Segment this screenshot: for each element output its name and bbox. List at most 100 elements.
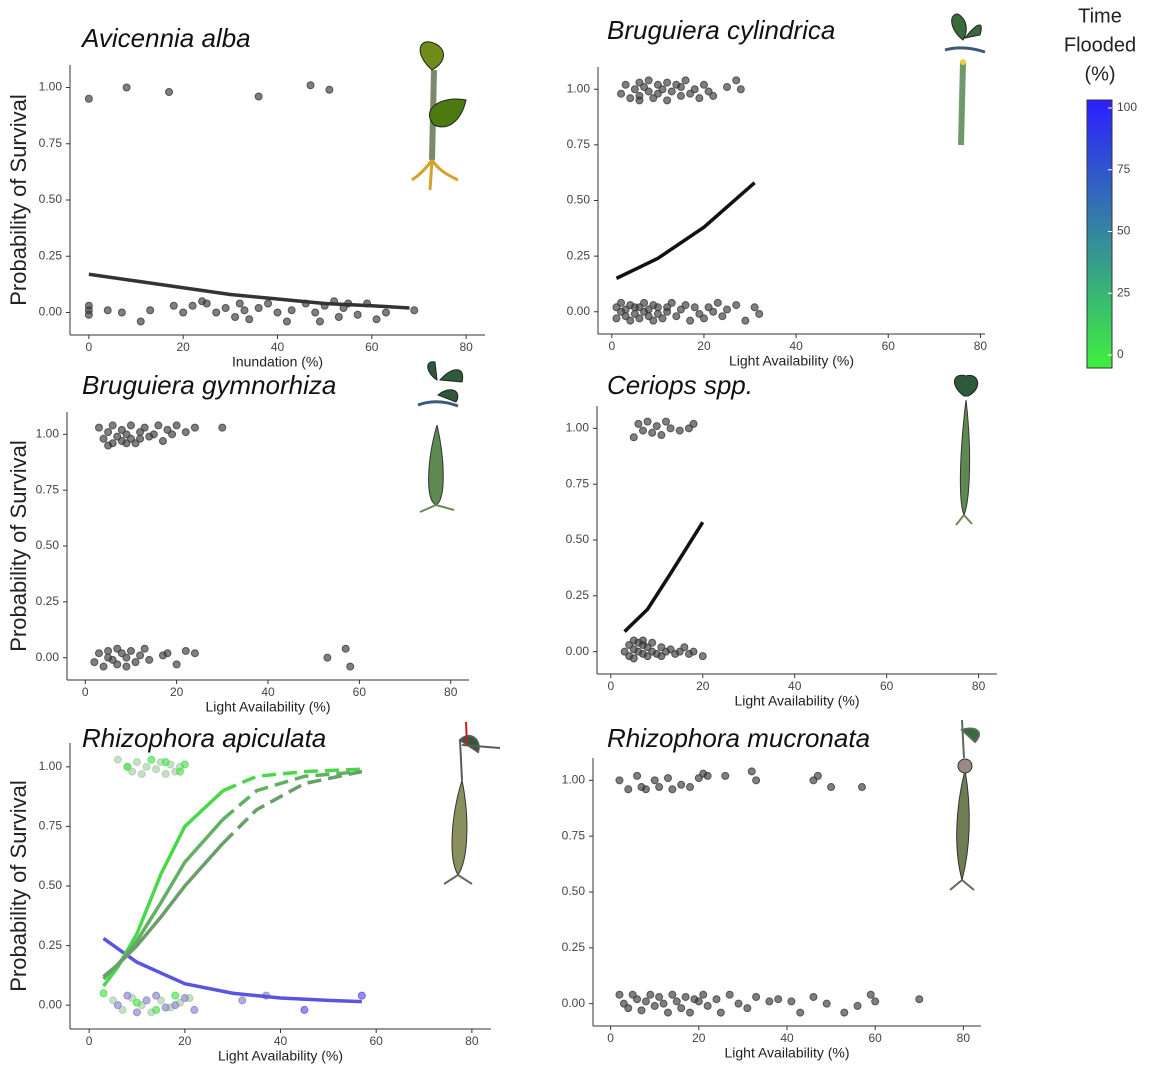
point (123, 991, 132, 1000)
point (626, 316, 635, 325)
point (179, 308, 188, 317)
y-tick-label: 0.25 (566, 588, 590, 602)
point (732, 301, 741, 310)
point (809, 992, 818, 1001)
colorbar-tick-label: 50 (1117, 224, 1131, 238)
point (723, 305, 731, 314)
point (152, 991, 161, 1000)
point (650, 1001, 659, 1010)
point (273, 308, 282, 317)
plant-icon (949, 719, 980, 891)
point (787, 997, 796, 1006)
x-tick-label: 40 (780, 1031, 794, 1045)
chart-title: Avicennia alba (80, 23, 251, 53)
x-tick-label: 20 (692, 1031, 706, 1045)
point (231, 313, 240, 321)
plant-icon (443, 721, 501, 885)
point (644, 87, 653, 96)
point (123, 762, 132, 771)
point (136, 317, 145, 326)
x-tick-label: 80 (972, 679, 986, 693)
point (147, 755, 156, 764)
point (709, 91, 718, 100)
point (690, 85, 699, 94)
point (113, 1001, 122, 1010)
chart-title: Rhizophora apiculata (82, 723, 326, 753)
point (158, 437, 167, 446)
point (238, 996, 247, 1005)
y-axis-label: Probability of Survival (6, 780, 31, 992)
point (156, 996, 165, 1005)
fit-line (102, 818, 225, 981)
point (169, 301, 178, 310)
point (300, 1005, 309, 1014)
point (648, 638, 657, 647)
point (668, 785, 677, 794)
point (163, 649, 172, 658)
point (653, 303, 662, 312)
point (410, 306, 419, 315)
y-tick-label: 1.00 (39, 80, 63, 94)
point (212, 308, 221, 317)
y-tick-label: 0.00 (39, 305, 63, 319)
colorbar-tick-label: 0 (1117, 347, 1124, 361)
colorbar-title: (%) (1084, 63, 1115, 85)
point (142, 996, 151, 1005)
point (126, 421, 135, 430)
y-tick-label: 1.00 (567, 81, 591, 95)
point (915, 995, 924, 1004)
point (641, 997, 650, 1006)
x-tick-label: 20 (170, 685, 184, 699)
x-tick-label: 60 (880, 679, 894, 693)
point (752, 992, 761, 1001)
point (357, 991, 366, 1000)
point (663, 96, 672, 105)
point (615, 990, 624, 999)
point (635, 314, 644, 323)
point (149, 430, 158, 439)
point (650, 776, 659, 785)
point (813, 771, 822, 780)
y-tick-label: 1.00 (39, 759, 63, 773)
point (866, 990, 875, 999)
point (755, 309, 764, 318)
point (698, 652, 707, 661)
fit-line (222, 767, 362, 793)
y-tick-label: 0.75 (562, 828, 586, 842)
fit-line (102, 789, 225, 988)
point (180, 760, 189, 769)
x-tick-label: 80 (444, 685, 458, 699)
x-axis-label: Light Availability (%) (724, 1045, 849, 1061)
point (774, 995, 783, 1004)
point (725, 990, 734, 999)
point (235, 299, 244, 308)
point (689, 419, 698, 428)
point (99, 434, 108, 443)
point (218, 423, 227, 432)
point (732, 76, 741, 85)
x-tick-label: 40 (788, 679, 802, 693)
point (346, 662, 355, 671)
fit-line (102, 841, 225, 978)
colorbar (1086, 99, 1113, 369)
chart-title: Ceriops spp. (607, 370, 753, 400)
point (741, 316, 750, 325)
point (126, 646, 135, 655)
x-tick-label: 20 (697, 339, 711, 353)
y-tick-label: 0.50 (36, 538, 60, 552)
chart-title: Rhizophora mucronata (607, 723, 870, 753)
y-tick-label: 0.50 (562, 884, 586, 898)
point (637, 1006, 646, 1015)
y-tick-label: 0.25 (562, 940, 586, 954)
point (202, 299, 211, 308)
x-axis-label: Light Availability (%) (729, 353, 854, 369)
point (136, 651, 145, 660)
point (629, 654, 638, 663)
point (690, 303, 699, 312)
point (612, 314, 621, 323)
x-tick-label: 60 (353, 685, 367, 699)
point (172, 660, 181, 669)
point (668, 990, 677, 999)
point (667, 87, 676, 96)
point (638, 426, 647, 435)
